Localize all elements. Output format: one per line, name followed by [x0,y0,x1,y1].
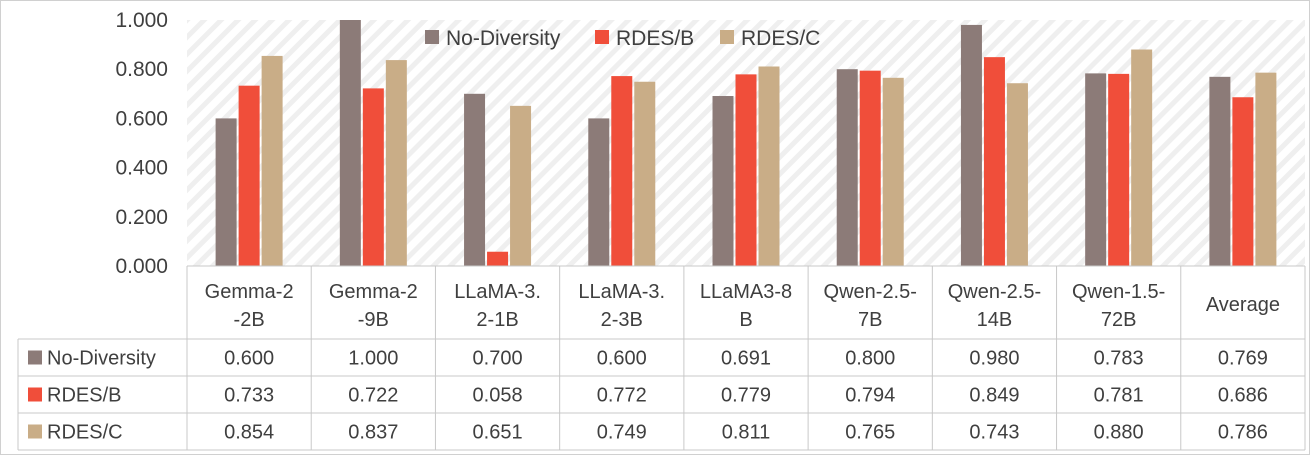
x-tick-label: 14B [977,309,1013,331]
data-label: 0.691 [721,348,771,370]
data-label: 0.765 [845,422,895,444]
bar-no-diversity [712,96,734,266]
data-label: 0.854 [224,422,274,444]
data-label: 0.772 [597,385,647,407]
data-label: 0.743 [969,422,1019,444]
bar-rdes-b [487,251,509,266]
bar-rdes-c [510,105,532,266]
bar-rdes-c [1006,83,1028,266]
data-label: 0.686 [1218,385,1268,407]
bar-rdes-c [1131,49,1153,266]
table-legend-swatch [28,350,42,365]
bar-rdes-c [758,66,780,266]
table-legend-swatch [28,387,42,402]
data-label: 0.880 [1094,422,1144,444]
x-tick-label: -9B [358,309,389,331]
bar-no-diversity [464,93,486,266]
data-label: 0.769 [1218,348,1268,370]
y-tick-label: 1.000 [115,9,168,32]
bar-rdes-c [882,77,904,266]
x-tick-label: 7B [858,309,882,331]
bars [215,20,1277,267]
bar-rdes-b [735,74,757,266]
bar-no-diversity [588,118,610,267]
x-tick-label: 72B [1101,309,1137,331]
data-label: 0.749 [597,422,647,444]
bar-rdes-c [1255,72,1277,266]
y-tick-label: 0.400 [115,157,168,180]
table-series-label: RDES/B [47,385,121,407]
data-label: 0.849 [969,385,1019,407]
data-label: 0.700 [473,348,523,370]
bar-rdes-b [1232,97,1254,266]
x-tick-label: LLaMA-3. [578,281,665,303]
data-label: 0.779 [721,385,771,407]
data-label: 0.781 [1094,385,1144,407]
y-tick-label: 0.800 [115,58,168,81]
bar-no-diversity [960,24,982,267]
data-label: 0.733 [224,385,274,407]
legend-swatch [425,30,439,44]
bar-rdes-b [1108,73,1130,267]
data-label: 0.600 [224,348,274,370]
data-label: 0.651 [473,422,523,444]
bar-rdes-b [859,70,881,267]
bar-no-diversity [836,69,858,266]
x-tick-label: Qwen-2.5- [948,281,1041,303]
table-series-label: No-Diversity [47,348,156,370]
data-label: 0.837 [348,422,398,444]
bar-no-diversity [339,20,361,266]
y-tick-label: 0.000 [115,255,168,278]
bar-rdes-c [261,55,283,266]
data-label: 0.800 [845,348,895,370]
data-label: 0.786 [1218,422,1268,444]
bar-no-diversity [1209,76,1231,267]
legend-label: No-Diversity [446,27,561,50]
legend: No-Diversity RDES/B RDES/C [425,27,820,50]
legend-label: RDES/C [741,27,820,50]
x-tick-label: Qwen-2.5- [824,281,917,303]
y-axis-ticks: 0.000 0.200 0.400 0.600 0.800 1.000 [115,9,168,278]
x-tick-label: LLaMA3-8 [700,281,792,303]
bar-rdes-b [611,76,633,266]
table-legend-swatch [28,424,42,439]
x-tick-label: Qwen-1.5- [1072,281,1165,303]
x-tick-label: Average [1206,294,1280,316]
legend-swatch [720,30,734,44]
data-label: 0.783 [1094,348,1144,370]
x-tick-label: B [739,309,752,331]
bar-no-diversity [215,118,237,267]
y-tick-label: 0.600 [115,107,168,130]
table-series-label: RDES/C [47,422,123,444]
bar-rdes-c [385,60,407,267]
data-label: 0.794 [845,385,895,407]
bar-no-diversity [1085,73,1107,266]
x-tick-label: LLaMA-3. [454,281,541,303]
x-tick-label: -2B [234,309,265,331]
x-tick-label: 2-3B [601,309,643,331]
bar-rdes-b [362,88,384,266]
data-label: 0.980 [969,348,1019,370]
data-label: 0.811 [722,422,771,444]
y-tick-label: 0.200 [115,206,168,229]
data-label: 0.600 [597,348,647,370]
legend-label: RDES/B [616,27,694,50]
data-label: 1.000 [348,348,398,370]
bar-rdes-c [634,81,656,266]
bar-rdes-b [238,85,260,266]
x-tick-label: Gemma-2 [329,281,418,303]
data-table: Gemma-2 -2B Gemma-2 -9B LLaMA-3. 2-1B LLaMA-3.… [17,265,1306,451]
legend-swatch [595,30,609,44]
bar-rdes-b [983,57,1005,267]
data-label: 0.058 [473,385,523,407]
x-tick-label: Gemma-2 [205,281,294,303]
x-tick-label: 2-1B [476,309,518,331]
data-label: 0.722 [348,385,398,407]
